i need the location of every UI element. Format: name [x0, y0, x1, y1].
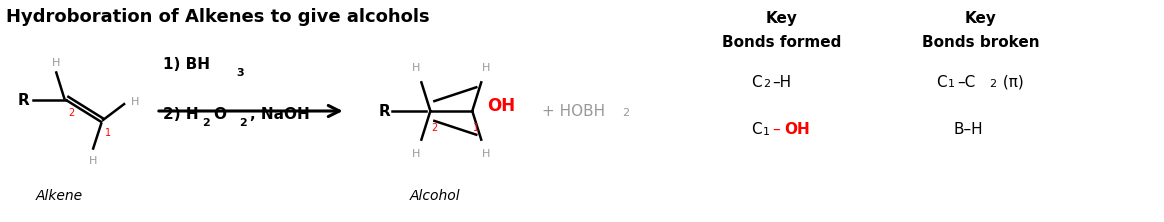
Text: Key: Key [766, 11, 797, 26]
Text: C: C [752, 122, 762, 137]
Text: H: H [88, 157, 98, 166]
Text: 2) H: 2) H [163, 107, 199, 122]
Text: H: H [482, 63, 490, 73]
Text: O: O [213, 107, 226, 122]
Text: (π): (π) [998, 75, 1024, 90]
Text: –C: –C [957, 75, 975, 90]
Text: Alcohol: Alcohol [410, 189, 461, 203]
Text: H: H [482, 149, 490, 159]
Text: Alkene: Alkene [36, 189, 83, 203]
Text: Bonds formed: Bonds formed [722, 35, 842, 50]
Text: 1: 1 [105, 128, 112, 138]
Text: H: H [412, 63, 420, 73]
Text: 1: 1 [764, 127, 771, 137]
Text: 2: 2 [432, 123, 438, 133]
Text: OH: OH [488, 97, 516, 115]
Text: 1) BH: 1) BH [163, 57, 210, 73]
Text: OH: OH [785, 122, 810, 137]
Text: 2: 2 [622, 108, 629, 118]
Text: Key: Key [965, 11, 998, 26]
Text: Hydroboration of Alkenes to give alcohols: Hydroboration of Alkenes to give alcohol… [6, 8, 430, 26]
Text: H: H [132, 97, 140, 107]
Text: 1: 1 [474, 123, 480, 133]
Text: C: C [752, 75, 762, 90]
Text: 2: 2 [69, 108, 74, 118]
Text: Bonds broken: Bonds broken [922, 35, 1039, 50]
Text: H: H [412, 149, 420, 159]
Text: 1: 1 [947, 79, 954, 89]
Text: R: R [378, 103, 390, 119]
Text: R: R [17, 93, 29, 108]
Text: –: – [773, 122, 780, 137]
Text: 3: 3 [236, 68, 243, 78]
Text: H: H [52, 57, 61, 67]
Text: –H: –H [773, 75, 792, 90]
Text: + HOBH: + HOBH [542, 103, 605, 119]
Text: C: C [936, 75, 946, 90]
Text: , NaOH: , NaOH [250, 107, 310, 122]
Text: 2: 2 [764, 79, 771, 89]
Text: B–H: B–H [953, 122, 982, 137]
Text: 2: 2 [989, 79, 996, 89]
Text: 2: 2 [239, 118, 247, 128]
Text: 2: 2 [201, 118, 210, 128]
